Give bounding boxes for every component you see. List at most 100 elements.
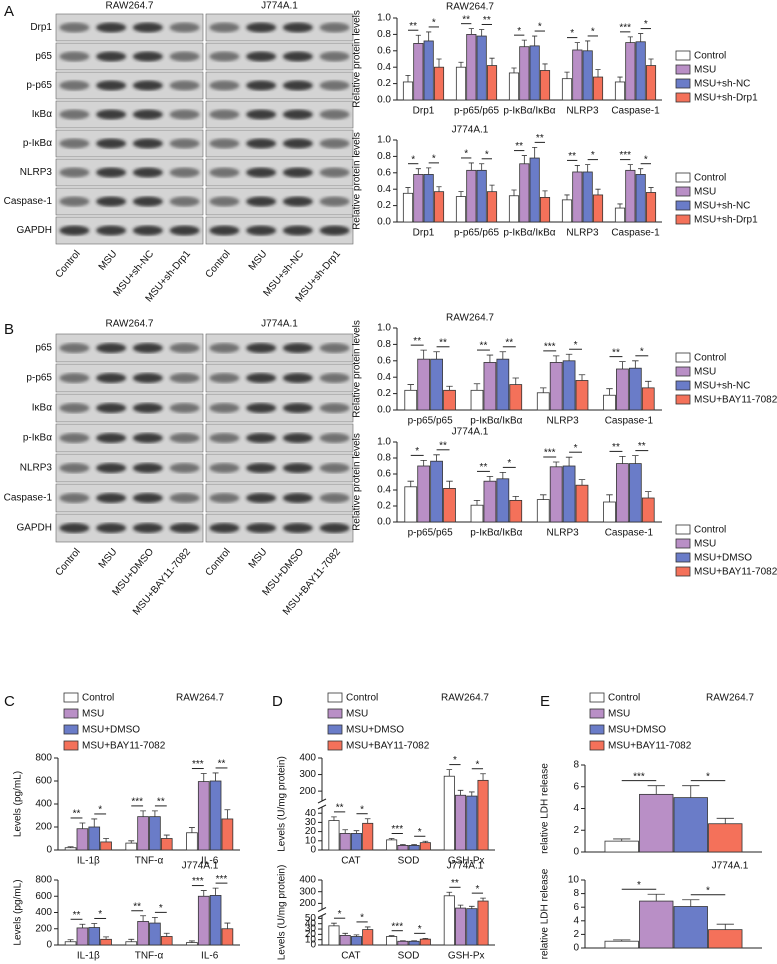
chart-title: RAW264.7: [446, 2, 494, 13]
bar: [408, 845, 420, 851]
error-bar: [458, 191, 464, 197]
blot-band: [96, 80, 127, 91]
x-tick-label: p-p65/p65: [454, 228, 499, 239]
legend-swatch: [675, 552, 691, 563]
error-bar: [480, 773, 486, 781]
axis-break: [317, 801, 495, 807]
error-bar: [436, 186, 442, 192]
bar: [88, 826, 101, 851]
y-tick-label: 0.0: [377, 405, 391, 416]
error-bar: [79, 923, 86, 928]
error-bar: [79, 822, 86, 829]
error-bar: [103, 838, 110, 842]
legend-swatch: [675, 380, 691, 391]
y-tick-label: 400: [35, 799, 52, 810]
blot-row-label: p-p65: [26, 80, 52, 91]
error-bar: [647, 893, 665, 902]
bar: [562, 465, 576, 523]
axis-break-mark: [317, 798, 327, 804]
bar: [455, 196, 467, 223]
bar: [404, 486, 418, 523]
blot-band: [96, 196, 127, 207]
error-bar: [400, 940, 406, 942]
bar: [635, 41, 646, 101]
blot-row-label: NLRP3: [20, 463, 53, 474]
error-bar: [595, 69, 601, 78]
error-bar: [200, 773, 207, 782]
blot-band: [246, 22, 277, 33]
significance-label: *: [360, 913, 364, 924]
error-bar: [613, 939, 631, 942]
error-bar: [521, 155, 527, 164]
blot-band: [132, 51, 163, 62]
error-bar: [420, 349, 427, 360]
blot-band: [96, 433, 127, 443]
bar: [455, 66, 467, 101]
cell-line-label: RAW264.7: [106, 319, 154, 330]
error-bar: [433, 351, 440, 360]
error-bar: [578, 479, 586, 486]
blot-band: [169, 343, 200, 353]
error-bar: [682, 785, 700, 798]
bar: [76, 927, 89, 946]
bar: [455, 794, 467, 851]
error-bar: [91, 923, 98, 928]
error-bar: [188, 940, 195, 943]
blot-band: [282, 225, 313, 236]
error-bar: [645, 491, 652, 498]
blot-band: [319, 22, 350, 33]
significance-label: **: [536, 133, 544, 144]
bar: [328, 925, 340, 946]
error-bar: [457, 904, 464, 909]
blot-row-label: p65: [35, 51, 52, 62]
blot-band: [246, 493, 277, 503]
legend-swatch: [63, 692, 79, 703]
error-bar: [91, 818, 98, 827]
bar: [508, 195, 520, 223]
bar: [673, 797, 708, 853]
bar: [88, 927, 101, 946]
blot-band: [209, 225, 240, 236]
blot-band: [169, 167, 200, 178]
chart-title: J774A.1: [452, 125, 489, 136]
error-bar: [405, 187, 411, 194]
bar: [635, 174, 646, 223]
bar: [466, 169, 477, 223]
blot-band: [96, 109, 127, 120]
y-tick-label: 0.2: [377, 200, 391, 211]
blot-band: [319, 493, 350, 503]
y-tick-label: 600: [35, 776, 52, 787]
blot-band: [319, 523, 350, 533]
significance-label: **: [439, 440, 447, 451]
blot-row-label: IκBα: [32, 109, 52, 120]
x-tick-label: IL-6: [201, 951, 219, 962]
bar: [572, 49, 583, 101]
significance-label: **: [413, 336, 421, 347]
error-bar: [479, 163, 485, 171]
blot-band: [132, 493, 163, 503]
blot-band: [169, 51, 200, 62]
bar: [186, 942, 198, 946]
blot-band: [282, 51, 313, 62]
y-tick-label: 0.6: [377, 469, 391, 480]
y-tick-label: 1.0: [377, 135, 391, 146]
x-tick-label: NLRP3: [547, 528, 580, 539]
error-bar: [407, 384, 414, 391]
error-bar: [473, 383, 481, 391]
blot-band: [59, 493, 90, 503]
legend-label: MSU: [346, 709, 368, 720]
error-bar: [446, 480, 453, 489]
blot-band: [282, 138, 313, 149]
blot-band: [246, 196, 277, 207]
panel-label: C: [4, 693, 15, 710]
legend-swatch: [327, 692, 343, 703]
y-tick-label: 1.0: [377, 13, 391, 24]
blot-band: [59, 22, 90, 33]
y-tick-label: 30: [305, 817, 317, 828]
error-bar: [606, 388, 613, 396]
axis-break-mark: [317, 804, 327, 810]
legend-label: MSU+BAY11-7082: [694, 395, 777, 406]
error-bar: [540, 494, 547, 500]
blot-band: [59, 51, 90, 62]
legend-swatch: [63, 708, 79, 719]
